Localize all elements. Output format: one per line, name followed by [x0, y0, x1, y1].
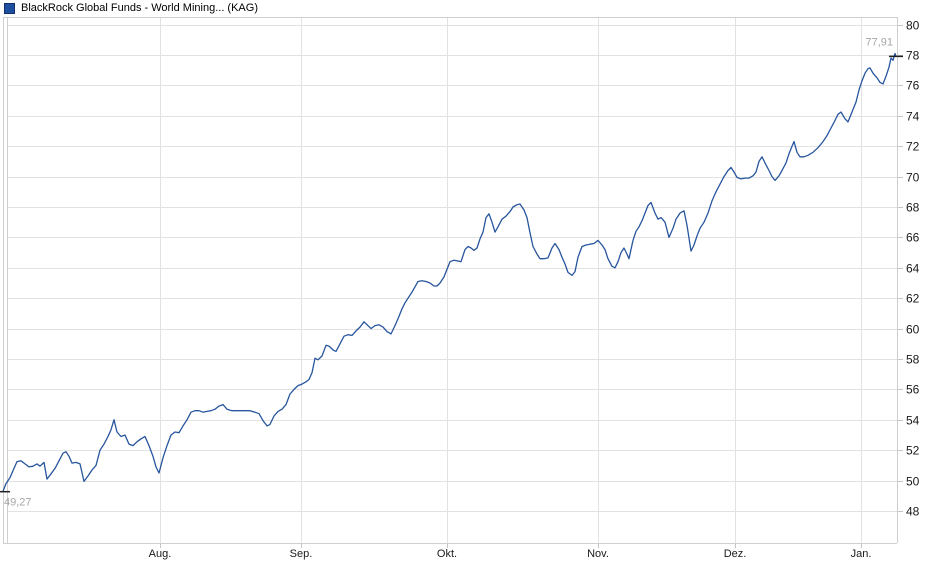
y-axis-label: 74: [906, 110, 920, 124]
month-label: Okt.: [437, 548, 457, 560]
chart-legend: BlackRock Global Funds - World Mining...…: [4, 2, 258, 15]
month-label: Aug.: [149, 548, 172, 560]
month-label: Jan.: [851, 548, 872, 560]
chart-title: BlackRock Global Funds - World Mining...…: [21, 2, 258, 14]
y-axis-label: 72: [906, 140, 920, 154]
y-axis-label: 70: [906, 171, 920, 185]
month-label: Dez.: [724, 548, 747, 560]
y-axis-label: 62: [906, 292, 920, 306]
y-axis-label: 76: [906, 79, 920, 93]
y-axis-label: 48: [906, 505, 920, 519]
y-axis-label: 68: [906, 201, 920, 215]
y-axis-label: 52: [906, 444, 920, 458]
y-axis-label: 78: [906, 49, 920, 63]
y-axis-label: 66: [906, 231, 920, 245]
y-axis-label: 56: [906, 383, 920, 397]
price-line: [2, 52, 897, 492]
y-axis-label: 58: [906, 353, 920, 367]
y-axis-label: 60: [906, 323, 920, 337]
start-value-label: 49,27: [4, 497, 32, 509]
end-value-label: 77,91: [865, 36, 893, 48]
y-axis-label: 80: [906, 19, 920, 33]
y-axis-label: 50: [906, 475, 920, 489]
y-axis-label: 64: [906, 262, 920, 276]
y-axis-label: 54: [906, 414, 920, 428]
month-label: Sep.: [290, 548, 313, 560]
month-label: Nov.: [587, 548, 609, 560]
series-color-swatch-icon: [4, 3, 15, 14]
